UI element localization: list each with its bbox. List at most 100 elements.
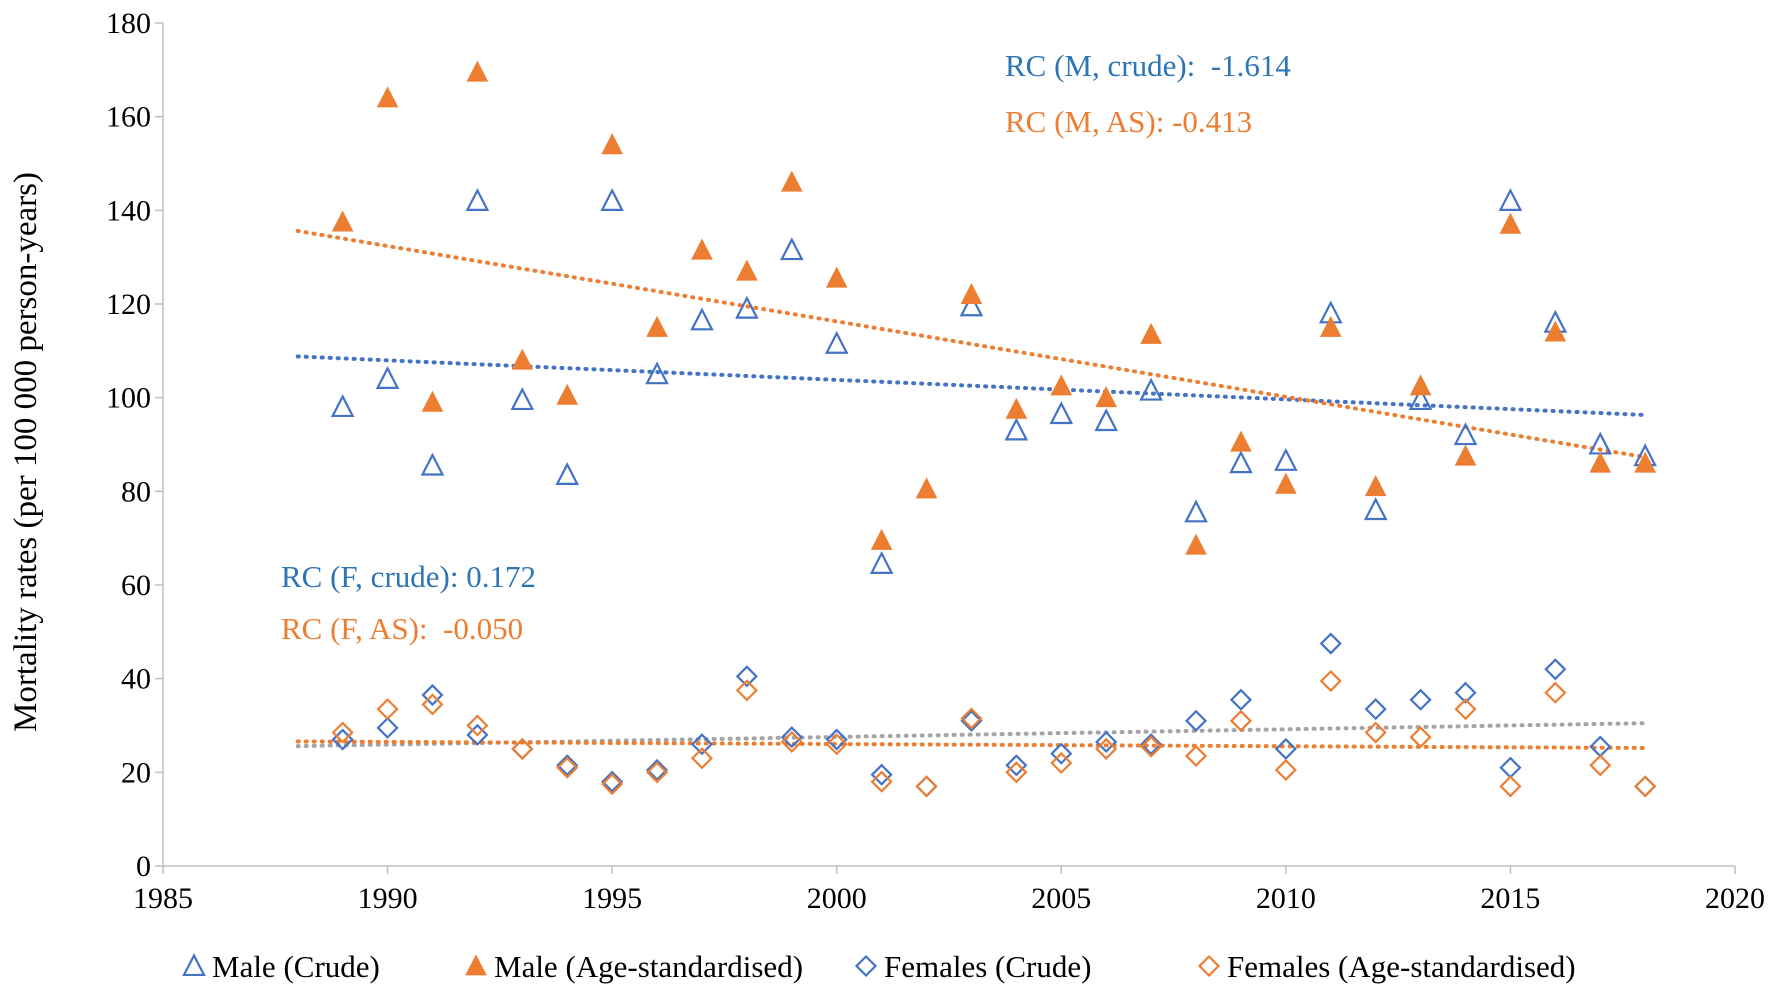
triangle-marker <box>511 348 534 370</box>
triangle-marker <box>1499 212 1522 234</box>
triangle-marker <box>1409 374 1432 396</box>
diamond-marker <box>690 747 714 770</box>
legend-label-3: Females (Age-standardised) <box>1227 949 1576 984</box>
x-tick-label: 2020 <box>1705 882 1765 915</box>
diamond-marker <box>1274 758 1297 782</box>
diamond-marker <box>1140 735 1163 758</box>
triangle-marker <box>690 307 714 331</box>
legend-marker-0 <box>182 953 206 977</box>
diamond-marker <box>735 665 758 688</box>
triangle-marker <box>646 315 668 337</box>
y-tick-label: 140 <box>106 194 151 227</box>
annotation-rc-male-as: RC (M, AS): -0.413 <box>1005 104 1252 139</box>
x-tick-label: 1990 <box>358 882 418 915</box>
triangle-marker <box>421 390 444 412</box>
triangle-marker <box>1050 374 1073 396</box>
annotations: RC (M, crude): -1.614 RC (M, AS): -0.413… <box>281 48 1291 646</box>
diamond-marker <box>601 770 624 793</box>
diamond-marker <box>1409 726 1432 749</box>
diamond-marker <box>1634 775 1657 798</box>
diamond-marker <box>646 761 669 784</box>
y-tick-label: 160 <box>106 101 151 134</box>
triangle-marker <box>1589 451 1612 473</box>
data-points <box>330 60 1657 798</box>
diamond-marker <box>780 730 803 753</box>
triangle-marker <box>376 86 399 108</box>
triangle-marker <box>1185 533 1207 555</box>
legend-marker-1 <box>465 954 487 976</box>
diamond-marker <box>1544 681 1567 704</box>
diamond-marker <box>870 763 893 786</box>
diamond-marker <box>1229 688 1252 711</box>
triangle-marker <box>1408 387 1433 411</box>
diamond-marker <box>1274 737 1297 760</box>
triangle-marker <box>1095 386 1118 408</box>
trendline-3 <box>295 739 1648 750</box>
x-tick-label: 2005 <box>1031 882 1091 915</box>
triangle-marker <box>466 60 489 82</box>
triangle-marker <box>915 477 938 499</box>
x-tick-label: 1995 <box>582 882 642 915</box>
diamond-marker <box>690 733 714 756</box>
diamond-marker <box>960 709 983 732</box>
triangle-marker <box>465 188 490 211</box>
x-tick-label: 1985 <box>133 882 193 915</box>
legend: Male (Crude) Male (Age-standardised) Femal… <box>182 949 1576 984</box>
diamond-marker <box>960 707 983 730</box>
triangle-marker <box>1453 422 1478 446</box>
series-3 <box>331 669 1657 798</box>
diamond-marker <box>735 679 758 702</box>
triangle-marker <box>420 452 445 476</box>
x-tick-label: 2015 <box>1480 882 1540 915</box>
y-tick-label: 120 <box>106 288 151 321</box>
legend-label-1: Male (Age-standardised) <box>494 949 803 984</box>
legend-marker-2 <box>854 954 878 978</box>
y-tick-label: 60 <box>121 569 151 602</box>
diamond-marker <box>1589 754 1612 777</box>
diamond-marker <box>376 698 399 721</box>
legend-label-2: Females (Crude) <box>884 949 1091 984</box>
legend-label-0: Male (Crude) <box>212 949 380 984</box>
triangle-marker <box>600 188 624 211</box>
triangle-marker <box>1140 322 1162 344</box>
diamond-marker <box>825 728 848 751</box>
y-tick-label: 100 <box>106 382 151 415</box>
y-tick-label: 40 <box>121 663 151 696</box>
y-tick-label: 80 <box>121 475 151 508</box>
diamond-marker <box>1005 761 1028 784</box>
triangle-marker <box>824 330 849 354</box>
diamond-marker <box>556 754 579 777</box>
diamond-marker <box>376 716 399 739</box>
triangle-marker <box>1319 315 1342 337</box>
triangle-marker <box>555 462 580 485</box>
diamond-marker <box>780 726 803 749</box>
annotation-rc-female-as: RC (F, AS): -0.050 <box>281 611 523 646</box>
diamond-marker <box>1454 681 1477 704</box>
diamond-marker <box>466 714 489 737</box>
annotation-rc-male-crude: RC (M, crude): -1.614 <box>1005 48 1291 83</box>
diamond-marker <box>1634 775 1657 798</box>
diamond-marker <box>511 737 534 760</box>
diamond-marker <box>1184 709 1208 732</box>
diamond-marker <box>1364 721 1387 744</box>
diamond-marker <box>825 733 848 756</box>
diamond-marker <box>1184 744 1208 767</box>
triangle-marker <box>375 366 400 389</box>
triangle-marker <box>1454 444 1477 466</box>
diamond-marker <box>1050 742 1073 765</box>
triangle-marker <box>1230 430 1252 452</box>
y-axis-title: Mortality rates (per 100 000 person-year… <box>8 172 44 732</box>
diamond-marker <box>331 721 354 744</box>
diamond-marker <box>915 775 938 798</box>
diamond-marker <box>1229 709 1252 732</box>
diamond-marker <box>1095 730 1118 753</box>
series-1 <box>331 60 1656 555</box>
triangle-marker <box>601 133 623 155</box>
diamond-marker <box>1050 751 1073 775</box>
triangle-marker <box>691 238 713 260</box>
y-tick-label: 180 <box>106 7 151 40</box>
diamond-marker <box>1140 733 1163 756</box>
triangle-marker <box>736 259 758 281</box>
triangle-marker <box>1094 408 1119 432</box>
